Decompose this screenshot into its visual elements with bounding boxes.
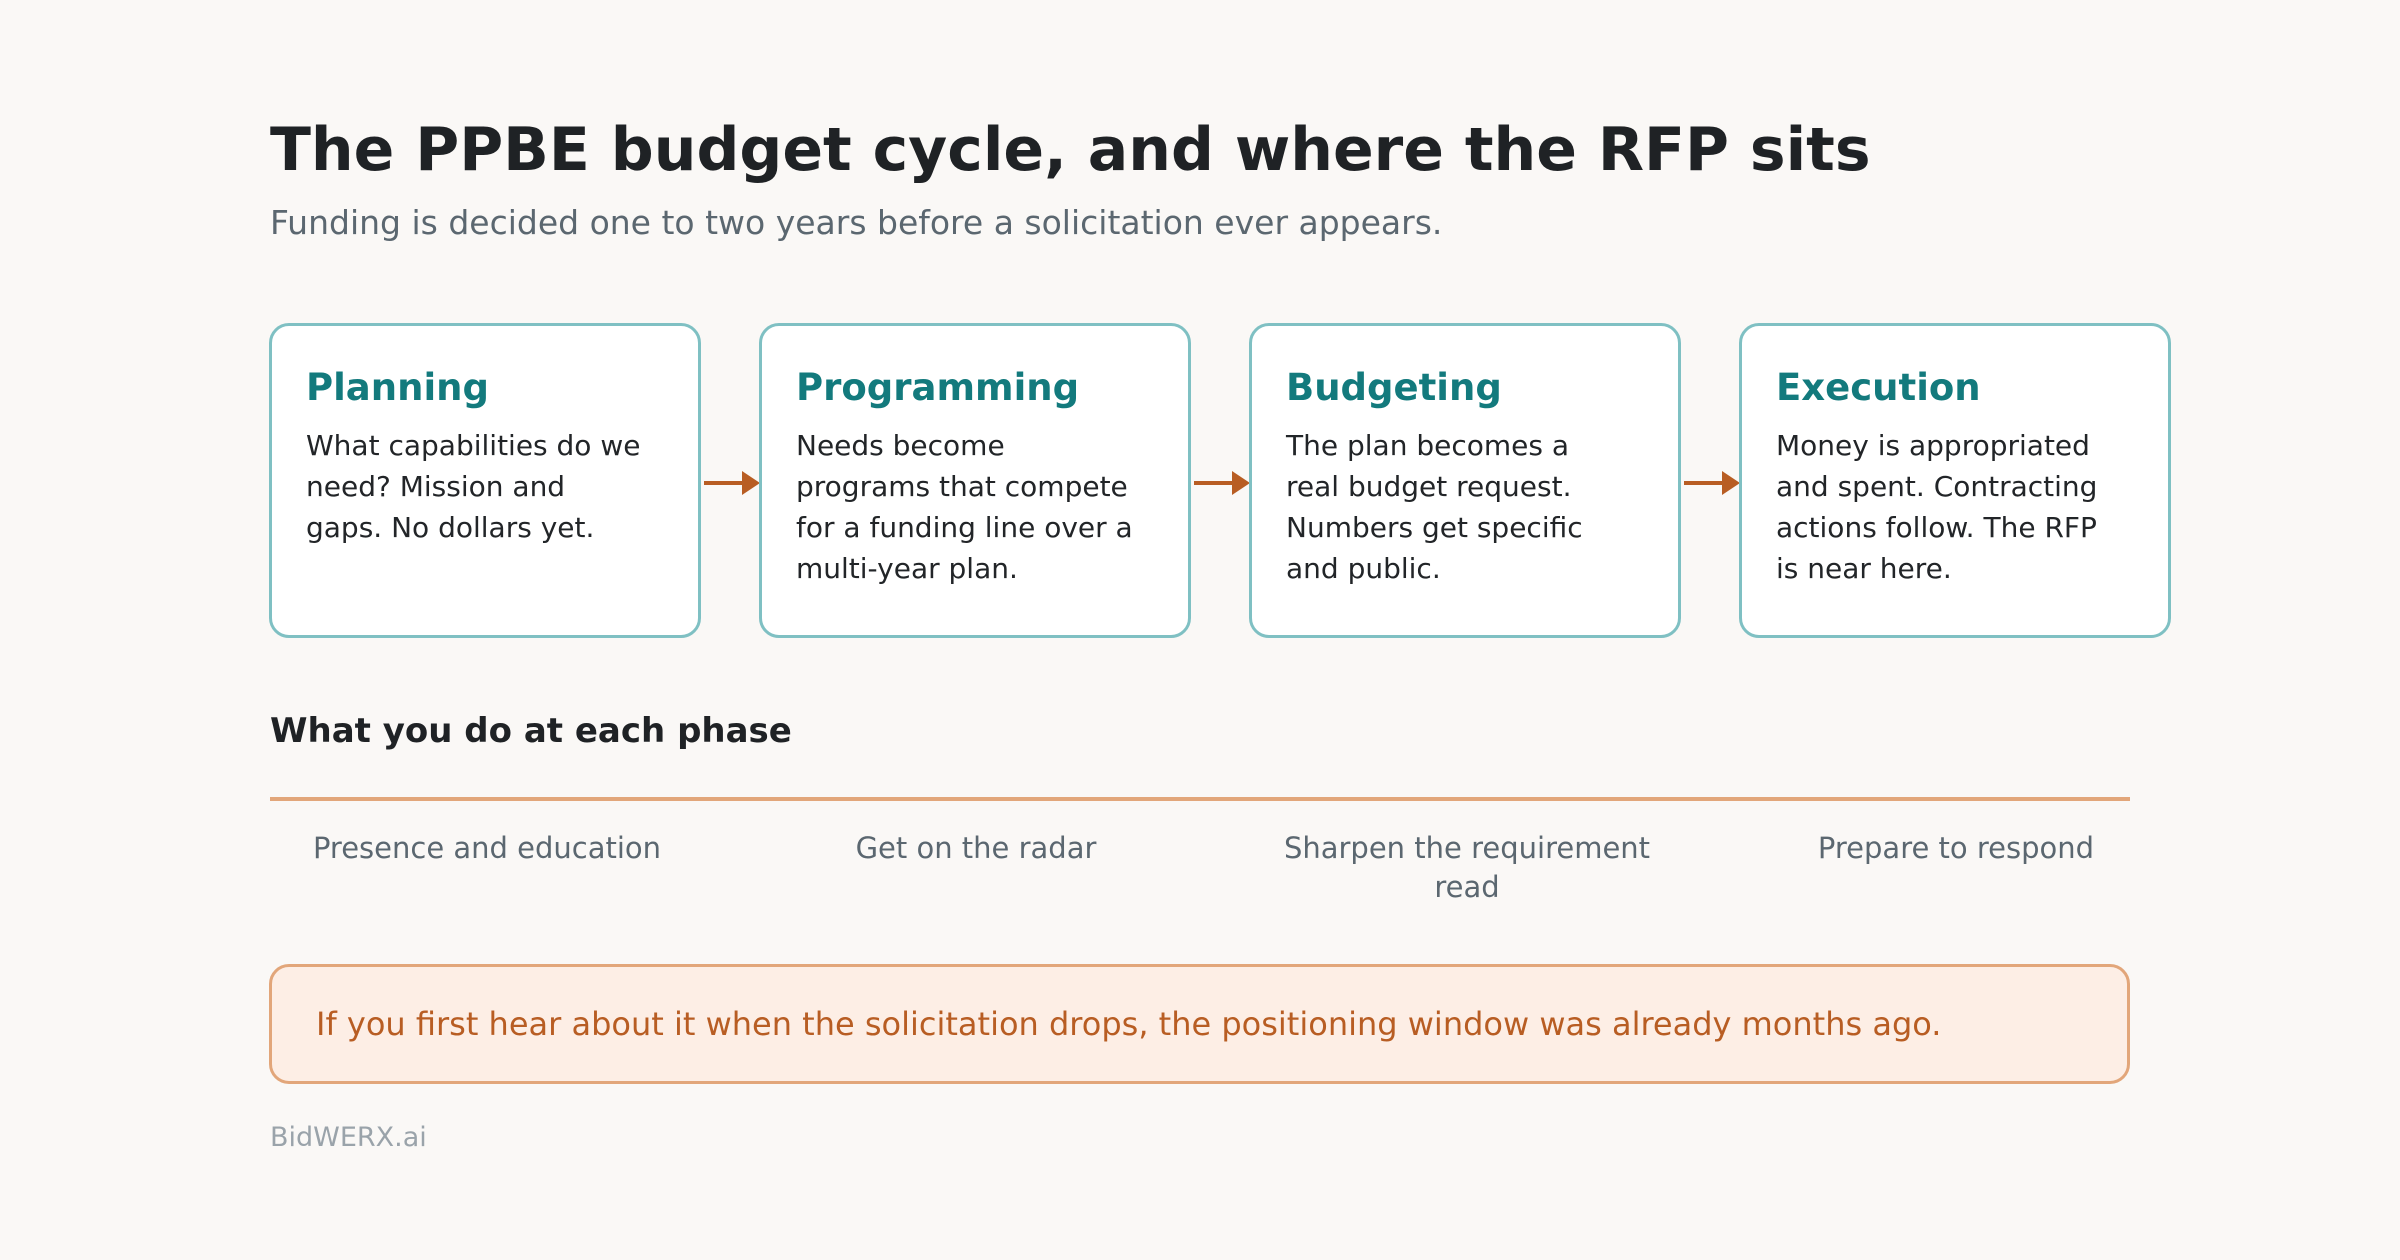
page-title: The PPBE budget cycle, and where the RFP…: [270, 115, 1871, 185]
arrow-right-icon: [704, 471, 760, 495]
action-label-budgeting: Sharpen the requirement read: [1283, 831, 1651, 904]
action-label-planning: Presence and education: [312, 831, 662, 865]
phase-description: Money is appropriated and spent. Contrac…: [1776, 429, 2098, 585]
page-subtitle: Funding is decided one to two years befo…: [270, 203, 1443, 242]
brand-footer: BidWERX.ai: [270, 1122, 427, 1153]
phase-description: Needs become programs that compete for a…: [796, 429, 1133, 585]
phase-title: Programming: [796, 366, 1080, 409]
phase-title: Planning: [306, 366, 489, 409]
phase-card-execution: Execution Money is appropriated and spen…: [1739, 323, 2171, 638]
phase-title: Budgeting: [1286, 366, 1502, 409]
section-heading: What you do at each phase: [270, 711, 792, 751]
callout-text: If you first hear about it when the soli…: [316, 1005, 1942, 1043]
arrow-right-icon: [1194, 471, 1250, 495]
phase-card-programming: Programming Needs become programs that c…: [759, 323, 1191, 638]
action-label-execution: Prepare to respond: [1817, 831, 2095, 865]
callout-box: If you first hear about it when the soli…: [269, 964, 2130, 1084]
phase-description: What capabilities do we need? Mission an…: [306, 429, 641, 544]
action-label-programming: Get on the radar: [855, 831, 1097, 865]
timeline-divider: [270, 797, 2130, 801]
phase-title: Execution: [1776, 366, 1981, 409]
phase-card-planning: Planning What capabilities do we need? M…: [269, 323, 701, 638]
arrow-right-icon: [1684, 471, 1740, 495]
phase-card-budgeting: Budgeting The plan becomes a real budget…: [1249, 323, 1681, 638]
phase-description: The plan becomes a real budget request. …: [1286, 429, 1583, 585]
